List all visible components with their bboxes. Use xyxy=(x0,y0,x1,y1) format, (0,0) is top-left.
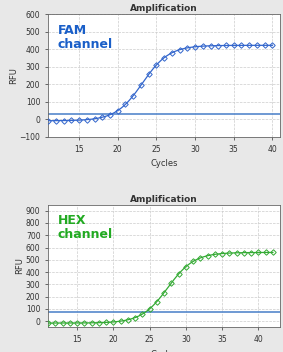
Text: FAM
channel: FAM channel xyxy=(57,24,113,51)
Title: Amplification: Amplification xyxy=(130,195,198,204)
Text: HEX
channel: HEX channel xyxy=(57,214,113,241)
Y-axis label: RFU: RFU xyxy=(16,258,24,274)
Y-axis label: RFU: RFU xyxy=(9,67,18,84)
X-axis label: Cycles: Cycles xyxy=(150,159,178,168)
Title: Amplification: Amplification xyxy=(130,4,198,13)
X-axis label: Cycles: Cycles xyxy=(150,350,178,352)
